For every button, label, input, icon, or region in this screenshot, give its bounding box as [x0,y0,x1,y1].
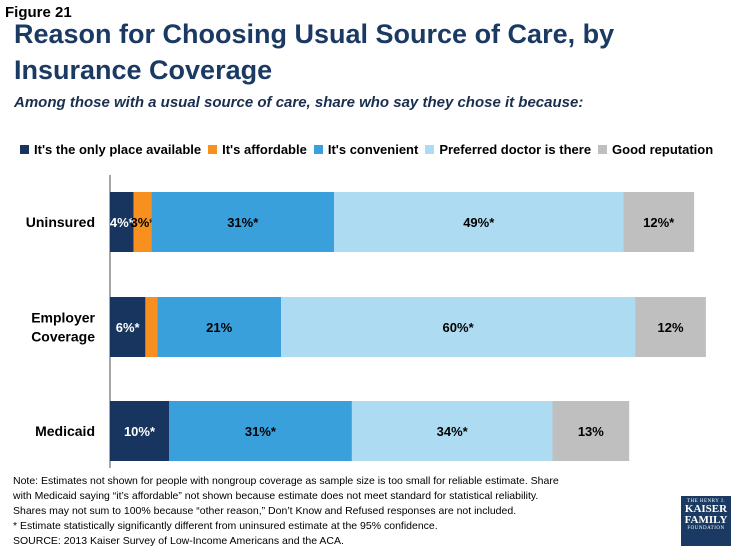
legend-label: It's the only place available [34,142,202,157]
legend-swatch [20,145,29,154]
data-label: 49%* [463,215,495,230]
data-label: 31%* [245,424,277,439]
bar-segment [110,297,146,357]
data-label: 12%* [643,215,675,230]
bar-segment [151,192,335,252]
legend-swatch [313,145,323,154]
category-label: Medicaid [35,423,95,439]
legend-item: It's affordable [208,142,307,157]
legend: It's the only place available It's afford… [20,142,720,157]
legend-label: It's convenient [327,142,419,157]
kff-logo: THE HENRY J. KAISER FAMILY FOUNDATION [681,496,731,546]
data-label: 31%* [227,215,259,230]
bar-segment [145,297,158,357]
category-label: Employer Coverage [31,310,95,345]
legend-swatch [425,145,435,154]
footnotes: Note: Estimates not shown for people wit… [13,474,573,549]
legend-item: Good reputation [598,142,713,157]
bar-segment [351,401,553,461]
bar-segment [110,192,134,252]
note-text: Note: Estimates not shown for people wit… [13,475,559,517]
legend-swatch [598,145,608,154]
category-label: Uninsured [26,214,95,230]
bar-segment [334,192,624,252]
legend-label: It's affordable [222,142,307,157]
data-label: 13% [578,424,604,439]
data-label: 60%* [443,320,475,335]
bar-segment [552,401,630,461]
data-label: 12% [657,320,683,335]
significance-note: * Estimate statistically significantly d… [13,520,438,532]
bar-segment [281,297,636,357]
data-label: 6%* [116,320,141,335]
data-label: 21% [206,320,232,335]
bar-segment [133,192,152,252]
legend-item: Preferred doctor is there [425,142,591,157]
legend-item: It's the only place available [20,142,201,157]
data-label: 34%* [437,424,469,439]
data-label: 10%* [124,424,156,439]
figure-label: Figure 21 [5,4,72,21]
bar-segment [157,297,282,357]
legend-swatch [208,145,218,154]
legend-label: Preferred doctor is there [439,142,592,157]
bar-segment [623,192,695,252]
bar-segment [169,401,352,461]
legend-label: Good reputation [612,142,714,157]
legend-item: It's convenient [313,142,419,157]
source-note: SOURCE: 2013 Kaiser Survey of Low-Income… [13,535,344,547]
bar-segment [110,401,169,461]
stacked-bar-chart: Uninsured 4%*3%* 31%* 49%* 12%* Employer Cover… [26,175,706,468]
data-label: 3%* [131,215,156,230]
chart-title: Reason for Choosing Usual Source of Care… [14,19,615,85]
data-label: 4%* [110,215,135,230]
bar-segment [635,297,706,357]
chart-subtitle: Among those with a usual source of care,… [14,94,584,111]
